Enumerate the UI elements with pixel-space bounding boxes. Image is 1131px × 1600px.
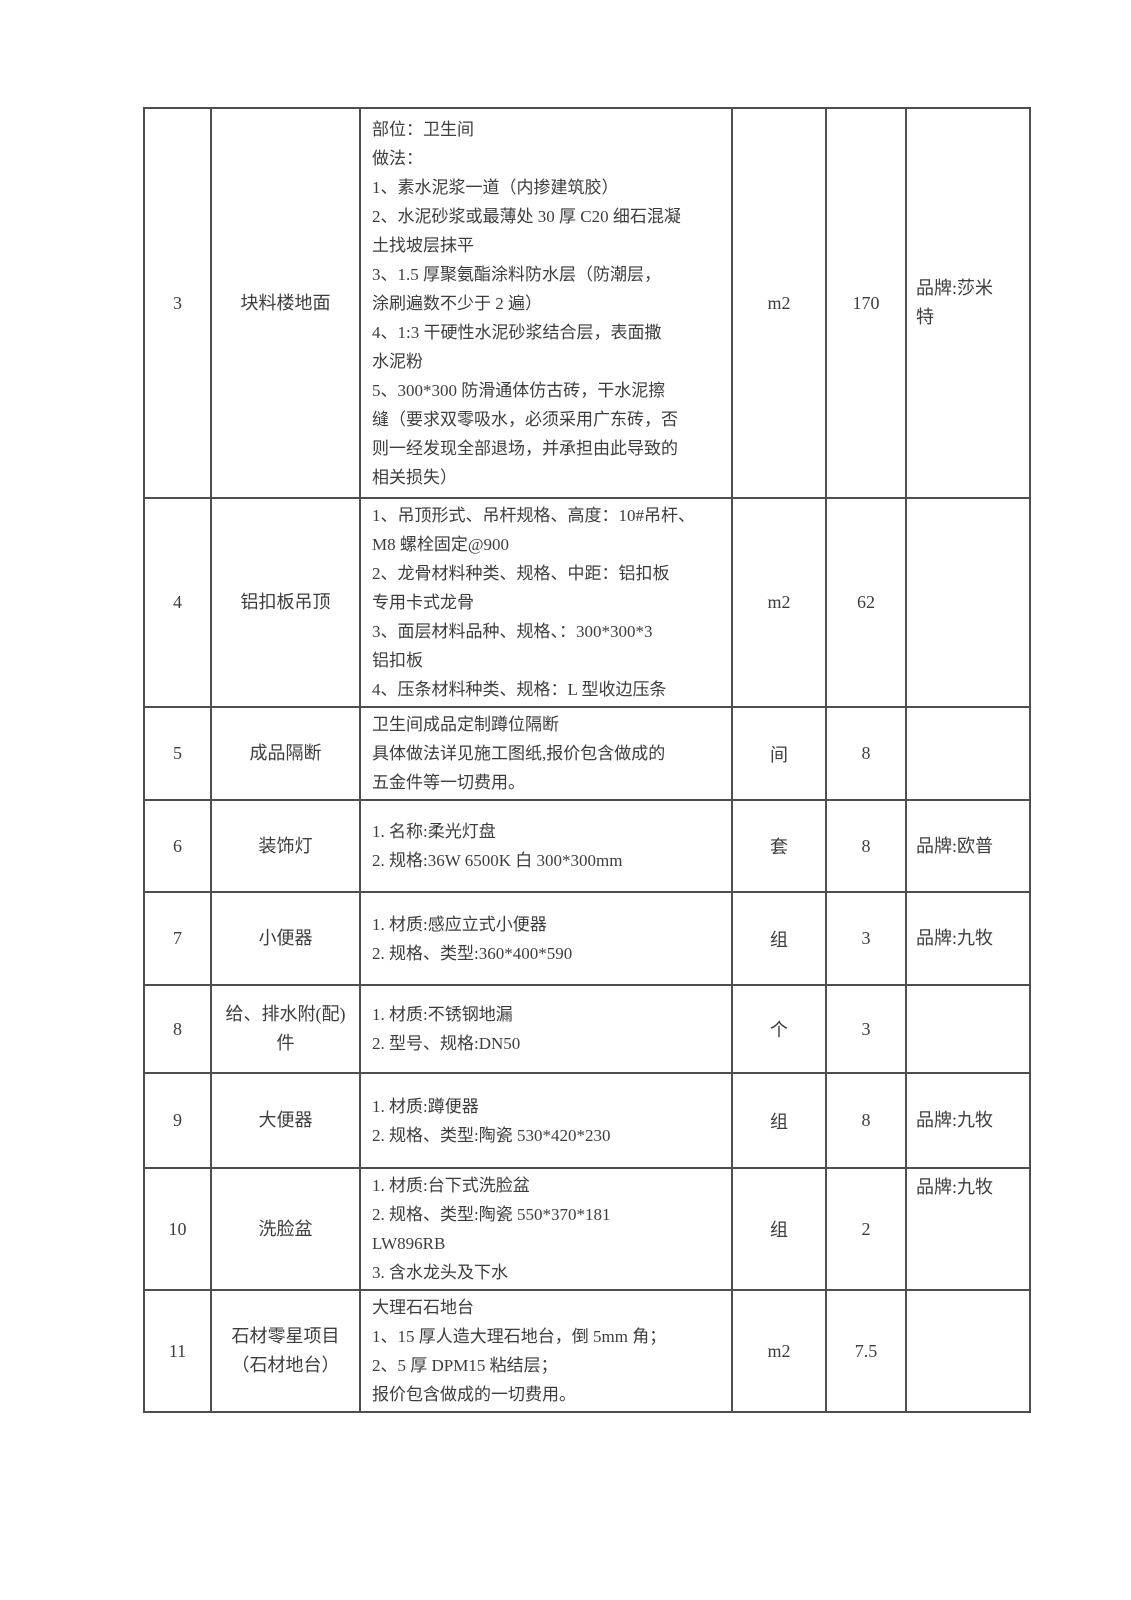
- table-row: 9 大便器 1. 材质:蹲便器 2. 规格、类型:陶瓷 530*420*230 组…: [143, 1072, 1031, 1169]
- table-row: 7 小便器 1. 材质:感应立式小便器 2. 规格、类型:360*400*590 …: [143, 891, 1031, 986]
- item-name: 大便器: [210, 1072, 361, 1169]
- item-description: 卫生间成品定制蹲位隔断 具体做法详见施工图纸,报价包含做成的 五金件等一切费用。: [359, 706, 733, 801]
- table-row: 8 给、排水附(配) 件 1. 材质:不锈钢地漏 2. 型号、规格:DN50 个 3: [143, 984, 1031, 1074]
- item-name: 石材零星项目 （石材地台）: [210, 1289, 361, 1413]
- item-unit: 个: [731, 984, 827, 1074]
- item-name: 洗脸盆: [210, 1167, 361, 1291]
- item-description: 1. 材质:不锈钢地漏 2. 型号、规格:DN50: [359, 984, 733, 1074]
- row-number: 3: [143, 107, 212, 499]
- item-description: 大理石石地台 1、15 厚人造大理石地台，倒 5mm 角； 2、5 厚 DPM15 …: [359, 1289, 733, 1413]
- row-number: 6: [143, 799, 212, 893]
- item-unit: 组: [731, 891, 827, 986]
- item-quantity: 3: [825, 984, 907, 1074]
- item-quantity: 7.5: [825, 1289, 907, 1413]
- item-name: 铝扣板吊顶: [210, 497, 361, 708]
- item-quantity: 8: [825, 706, 907, 801]
- item-name: 块料楼地面: [210, 107, 361, 499]
- item-name: 小便器: [210, 891, 361, 986]
- table-row: 5 成品隔断 卫生间成品定制蹲位隔断 具体做法详见施工图纸,报价包含做成的 五金件等…: [143, 706, 1031, 801]
- item-quantity: 62: [825, 497, 907, 708]
- table-row: 6 装饰灯 1. 名称:柔光灯盘 2. 规格:36W 6500K 白 300*30…: [143, 799, 1031, 893]
- item-description: 1. 材质:感应立式小便器 2. 规格、类型:360*400*590: [359, 891, 733, 986]
- item-quantity: 8: [825, 1072, 907, 1169]
- item-unit: 组: [731, 1072, 827, 1169]
- item-unit: m2: [731, 107, 827, 499]
- row-number: 11: [143, 1289, 212, 1413]
- item-description: 1. 材质:蹲便器 2. 规格、类型:陶瓷 530*420*230: [359, 1072, 733, 1169]
- item-unit: 套: [731, 799, 827, 893]
- item-brand: 品牌:欧普: [905, 799, 1031, 893]
- item-unit: m2: [731, 497, 827, 708]
- table-row: 10 洗脸盆 1. 材质:台下式洗脸盆 2. 规格、类型:陶瓷 550*370*1…: [143, 1167, 1031, 1291]
- bill-of-quantities-table: 3 块料楼地面 部位：卫生间 做法： 1、素水泥浆一道（内掺建筑胶） 2、水泥砂浆或最…: [143, 107, 1031, 1413]
- item-description: 1、吊顶形式、吊杆规格、高度：10#吊杆、 M8 螺栓固定@900 2、龙骨材料种类…: [359, 497, 733, 708]
- item-unit: 组: [731, 1167, 827, 1291]
- item-name: 装饰灯: [210, 799, 361, 893]
- row-number: 4: [143, 497, 212, 708]
- table-row: 3 块料楼地面 部位：卫生间 做法： 1、素水泥浆一道（内掺建筑胶） 2、水泥砂浆或最…: [143, 107, 1031, 499]
- item-unit: 间: [731, 706, 827, 801]
- item-description: 1. 名称:柔光灯盘 2. 规格:36W 6500K 白 300*300mm: [359, 799, 733, 893]
- row-number: 9: [143, 1072, 212, 1169]
- item-brand: 品牌:莎米特: [905, 107, 1031, 499]
- row-number: 5: [143, 706, 212, 801]
- table-row: 4 铝扣板吊顶 1、吊顶形式、吊杆规格、高度：10#吊杆、 M8 螺栓固定@900…: [143, 497, 1031, 708]
- table-row: 11 石材零星项目 （石材地台） 大理石石地台 1、15 厚人造大理石地台，倒 5m…: [143, 1289, 1031, 1413]
- item-quantity: 3: [825, 891, 907, 986]
- item-brand: [905, 1289, 1031, 1413]
- item-quantity: 170: [825, 107, 907, 499]
- item-brand: [905, 497, 1031, 708]
- item-name: 成品隔断: [210, 706, 361, 801]
- row-number: 8: [143, 984, 212, 1074]
- item-brand: [905, 984, 1031, 1074]
- item-brand: 品牌:九牧: [905, 1167, 1031, 1291]
- item-unit: m2: [731, 1289, 827, 1413]
- item-description: 部位：卫生间 做法： 1、素水泥浆一道（内掺建筑胶） 2、水泥砂浆或最薄处 30 厚 …: [359, 107, 733, 499]
- item-brand: 品牌:九牧: [905, 1072, 1031, 1169]
- item-brand: [905, 706, 1031, 801]
- item-quantity: 8: [825, 799, 907, 893]
- item-description: 1. 材质:台下式洗脸盆 2. 规格、类型:陶瓷 550*370*181 LW896…: [359, 1167, 733, 1291]
- row-number: 10: [143, 1167, 212, 1291]
- item-quantity: 2: [825, 1167, 907, 1291]
- row-number: 7: [143, 891, 212, 986]
- item-brand: 品牌:九牧: [905, 891, 1031, 986]
- item-name: 给、排水附(配) 件: [210, 984, 361, 1074]
